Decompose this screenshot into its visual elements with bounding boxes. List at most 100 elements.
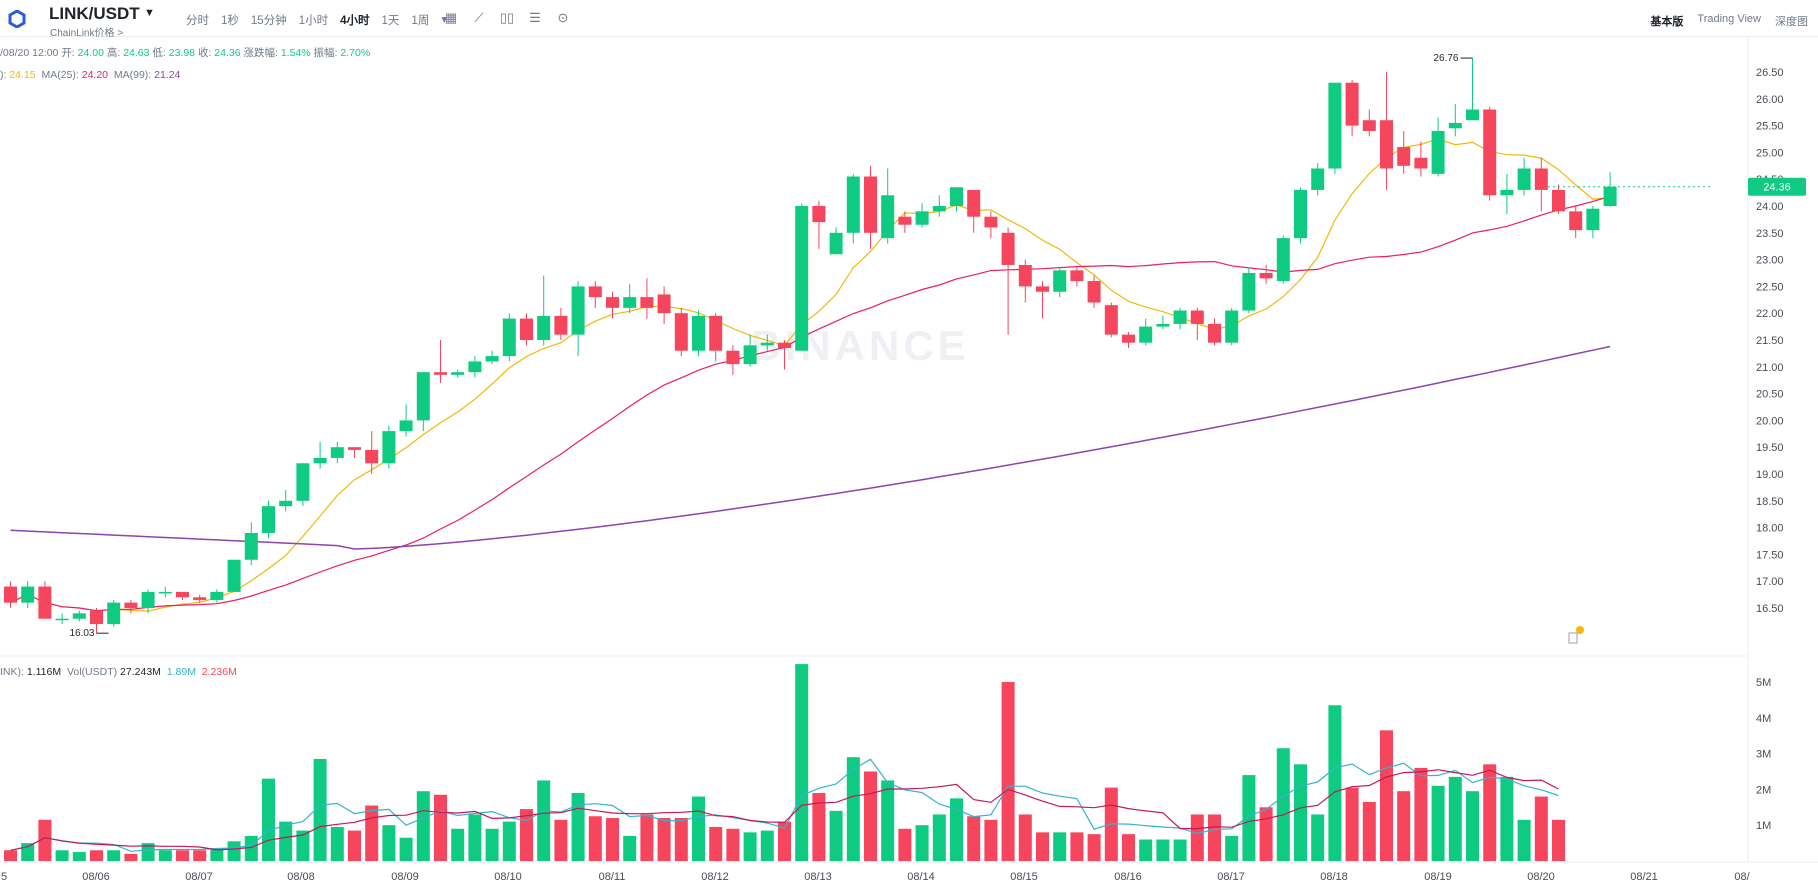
- price-tick-label: 25.50: [1756, 121, 1784, 133]
- last-price-badge: [1748, 177, 1806, 196]
- candle-body: [72, 613, 86, 619]
- vol-usdt-value: 27.243M: [120, 666, 161, 678]
- date-tick-label: 08/09: [391, 871, 419, 883]
- interval-tabs: 分时 1秒 15分钟 1小时 4小时 1天 1周 ▾: [186, 12, 459, 28]
- volume-bar: [1328, 705, 1342, 861]
- date-tick-label: 08/19: [1424, 871, 1452, 883]
- candle-body: [107, 602, 121, 625]
- volume-bar: [176, 850, 189, 861]
- candle-body: [967, 189, 981, 217]
- candle-body: [1311, 168, 1325, 190]
- binance-watermark: BINANCE: [750, 322, 969, 369]
- ma7-label: ):: [0, 69, 7, 81]
- volume-bar: [1173, 839, 1187, 861]
- more-intervals-chevron-icon[interactable]: ▾: [441, 14, 448, 26]
- indicator-icon[interactable]: ⟋: [474, 10, 484, 25]
- ma7-line: [10, 138, 1611, 612]
- volume-bar: [571, 792, 585, 861]
- date-tick-label: 08/13: [804, 871, 832, 883]
- candle-body: [1328, 82, 1342, 169]
- candle-body: [1070, 270, 1084, 282]
- view-depth[interactable]: 深度图: [1775, 16, 1808, 28]
- candle-body: [1517, 168, 1531, 190]
- interval-tab[interactable]: 15分钟: [250, 15, 287, 27]
- volume-ma5-line: [10, 758, 1559, 852]
- pair-title[interactable]: LINK/USDT: [49, 4, 140, 23]
- volume-bar: [416, 791, 430, 861]
- volume-bar: [967, 816, 981, 861]
- volume-bar: [227, 841, 241, 861]
- price-tick-label: 21.50: [1756, 335, 1784, 347]
- volume-bar: [1397, 791, 1411, 861]
- candle-body: [950, 187, 963, 206]
- vol-link-label: INK):: [0, 666, 24, 678]
- low-value: 23.98: [168, 47, 196, 59]
- candle-body: [141, 591, 155, 608]
- candle-body: [468, 361, 482, 373]
- volume-info-line: INK): 1.116M Vol(USDT) 27.243M 1.89M 2.2…: [0, 666, 237, 678]
- amp-label: 振幅:: [313, 47, 338, 59]
- event-flag-icon: [1568, 632, 1578, 644]
- date-tick-label: 5: [1, 871, 7, 883]
- ma99-value: 21.24: [154, 69, 181, 81]
- candle-body: [1603, 186, 1617, 206]
- candle-body: [932, 206, 946, 212]
- high-label: 高:: [106, 47, 121, 59]
- close-label: 收:: [197, 47, 212, 59]
- open-label: 开:: [61, 47, 75, 59]
- volume-bar: [1276, 748, 1290, 861]
- volume-bar: [1208, 814, 1221, 861]
- candle-body: [1466, 109, 1479, 121]
- volume-bar: [279, 821, 293, 861]
- volume-bar: [1345, 787, 1359, 861]
- date-tick-label: 08/15: [1010, 871, 1038, 883]
- volume-bar: [502, 821, 516, 861]
- settings-list-icon[interactable]: ☰: [529, 10, 541, 25]
- candle-body: [55, 618, 69, 621]
- ma99-line: [10, 345, 1611, 550]
- candle-body: [1173, 310, 1187, 324]
- pair-dropdown-caret-icon[interactable]: ▼: [144, 7, 155, 19]
- volume-bar: [1380, 730, 1393, 861]
- candle-body: [1569, 211, 1583, 231]
- candle-body: [382, 431, 396, 464]
- volume-tick-label: 2M: [1756, 784, 1771, 796]
- change-value: 1.54%: [280, 47, 311, 59]
- interval-tab[interactable]: 1周: [411, 15, 430, 27]
- close-value: 24.36: [214, 47, 241, 59]
- candle-body: [984, 216, 998, 228]
- candle-body: [1259, 273, 1273, 279]
- volume-bar: [1122, 834, 1135, 861]
- more-settings-icon[interactable]: ⊙: [557, 10, 569, 25]
- candle-body: [520, 318, 533, 340]
- view-tradingview[interactable]: Trading View: [1697, 13, 1761, 25]
- interval-tab[interactable]: 分时: [186, 15, 209, 27]
- ma25-value: 24.20: [81, 69, 109, 81]
- price-tick-label: 17.50: [1756, 549, 1784, 561]
- change-label: 涨跌幅:: [243, 47, 278, 59]
- interval-tab[interactable]: 1秒: [221, 15, 239, 27]
- interval-tab[interactable]: 1小时: [298, 15, 329, 27]
- pair-subtitle-link[interactable]: ChainLink价格 >: [50, 28, 124, 39]
- interval-tab[interactable]: 1天: [381, 15, 400, 27]
- view-basic[interactable]: 基本版: [1650, 16, 1684, 28]
- volume-bar: [898, 828, 912, 861]
- price-tick-label: 23.00: [1756, 255, 1784, 267]
- calendar-icon[interactable]: ▦: [444, 10, 458, 25]
- volume-ma10-line: [10, 769, 1559, 851]
- price-tick-label: 24.50: [1756, 174, 1784, 186]
- interval-tab-active[interactable]: 4小时: [340, 15, 370, 27]
- price-tick-label: 16.50: [1756, 603, 1784, 615]
- candle-body: [554, 315, 568, 335]
- candle-body: [21, 586, 35, 603]
- volume-bar: [158, 850, 172, 861]
- date-tick-label: 08/21: [1630, 871, 1658, 883]
- candle-type-icon[interactable]: ▯▯: [499, 10, 515, 25]
- volume-bar: [1517, 819, 1531, 861]
- volume-bar: [1259, 807, 1273, 861]
- last-price-label: 24.36: [1763, 182, 1791, 194]
- date-tick-label: 08/12: [701, 871, 729, 883]
- volume-bar: [1087, 834, 1101, 861]
- ohlc-date: /08/20 12:00: [0, 47, 59, 59]
